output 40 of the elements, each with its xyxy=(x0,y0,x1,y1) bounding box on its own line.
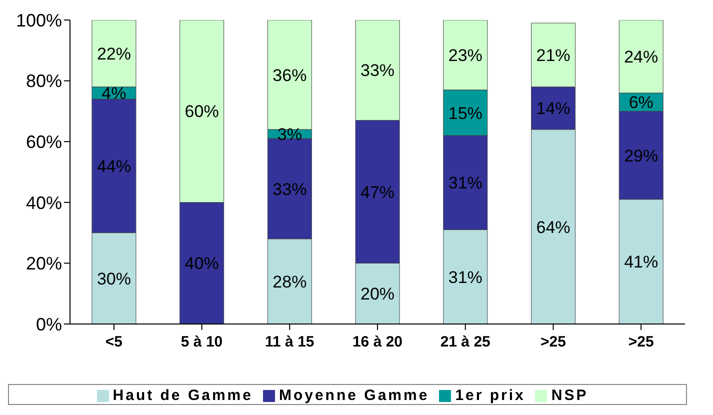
data-label: 64% xyxy=(536,218,570,237)
data-label: 29% xyxy=(624,146,658,166)
legend-label: Haut de Gamme xyxy=(112,387,253,404)
data-label: 28% xyxy=(272,272,307,292)
data-label: 21% xyxy=(536,46,570,65)
data-label: 22% xyxy=(96,44,131,64)
data-label: 30% xyxy=(96,269,131,288)
x-tick-label: >25 xyxy=(628,334,654,351)
legend-label: NSP xyxy=(551,387,588,404)
x-tick-label: <5 xyxy=(105,334,122,351)
x-tick-label: 16 à 20 xyxy=(352,334,403,351)
data-label: 4% xyxy=(102,84,126,103)
y-tick-label: 80% xyxy=(26,71,62,92)
y-tick-label: 100% xyxy=(16,10,62,30)
data-label: 60% xyxy=(184,102,219,122)
legend-label: 1er prix xyxy=(455,387,526,404)
data-label: 40% xyxy=(184,254,219,274)
y-tick-label: 20% xyxy=(26,254,62,274)
data-label: 31% xyxy=(448,268,482,287)
data-label: 44% xyxy=(96,156,131,176)
x-tick-label: 11 à 15 xyxy=(265,334,314,351)
data-label: 20% xyxy=(360,284,395,304)
data-label: 33% xyxy=(272,180,307,199)
x-tick-label: 21 à 25 xyxy=(440,334,490,351)
data-label: 6% xyxy=(628,93,654,112)
x-tick-label: >25 xyxy=(540,334,566,351)
data-label: 36% xyxy=(272,66,307,85)
data-label: 14% xyxy=(536,99,570,118)
y-tick-label: 0% xyxy=(36,314,62,334)
data-label: 31% xyxy=(448,174,482,193)
data-label: 47% xyxy=(360,182,395,202)
x-tick-label: 5 à 10 xyxy=(180,334,223,351)
data-label: 23% xyxy=(448,46,482,65)
y-tick-label: 60% xyxy=(26,132,62,152)
data-label: 15% xyxy=(448,104,482,123)
data-label: 41% xyxy=(624,252,658,272)
data-label: 24% xyxy=(624,48,658,67)
legend-label: Moyenne Gamme xyxy=(278,387,430,404)
y-tick-label: 40% xyxy=(26,192,62,213)
data-label: 33% xyxy=(360,61,395,80)
